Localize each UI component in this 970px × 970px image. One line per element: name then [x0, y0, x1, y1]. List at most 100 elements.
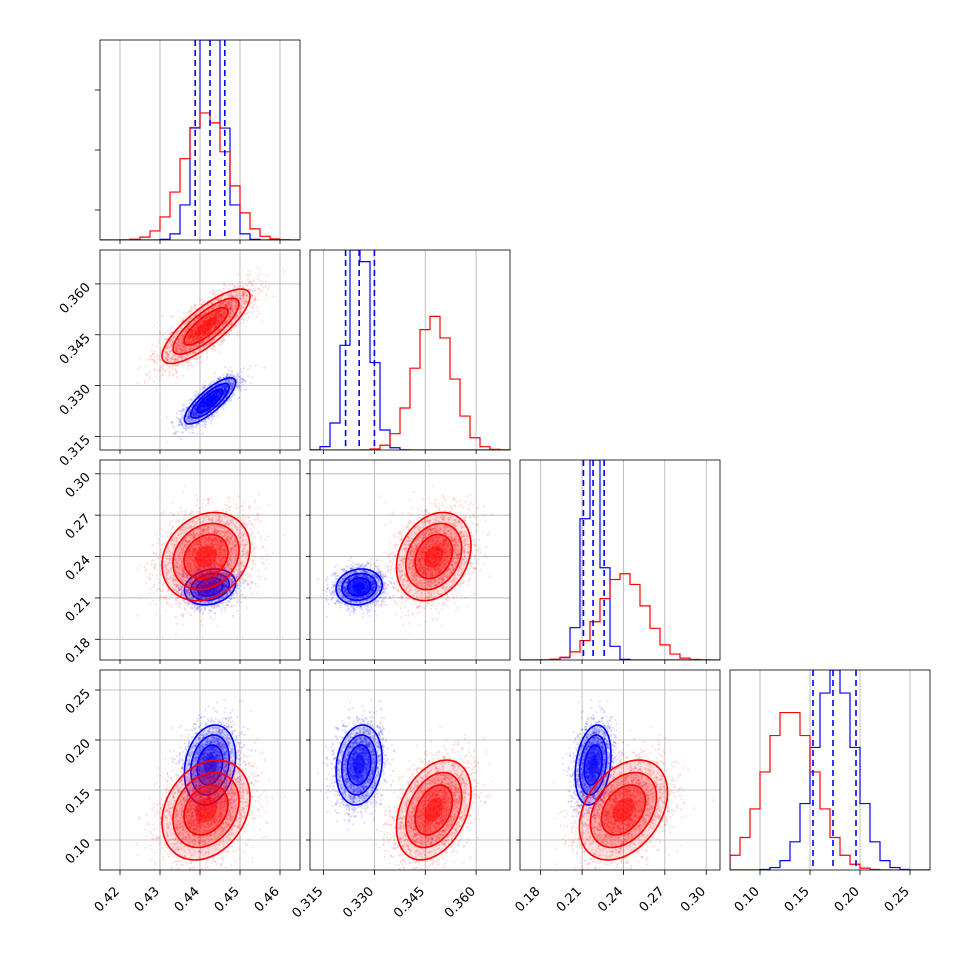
sample-point [211, 348, 214, 351]
sample-point [191, 424, 195, 427]
sample-point [173, 426, 176, 429]
sample-point [223, 386, 226, 389]
sample-point [187, 415, 190, 419]
sample-point [181, 431, 184, 434]
sample-point [222, 287, 225, 290]
sample-point [223, 393, 226, 396]
sample-point [195, 414, 199, 417]
sample-point [201, 403, 205, 406]
sample-point [210, 398, 213, 401]
sample-point [205, 405, 208, 408]
sample-point [157, 358, 160, 361]
sample-point [177, 423, 181, 426]
sample-point [197, 422, 200, 425]
sample-point [252, 303, 256, 306]
sample-point [216, 391, 219, 394]
sample-point [182, 408, 185, 411]
histogram-series-1-param-2 [520, 573, 720, 660]
sample-point [194, 411, 197, 414]
sample-point [202, 387, 205, 390]
sample-point [166, 337, 169, 340]
sample-point [191, 365, 194, 368]
sample-point [264, 285, 268, 288]
sample-point [203, 301, 206, 304]
sample-point [157, 356, 160, 359]
sample-point [209, 402, 212, 405]
sample-point [205, 401, 208, 404]
sample-point [225, 388, 228, 392]
sample-point [199, 409, 202, 412]
sample-point [225, 384, 228, 387]
sample-point [208, 401, 211, 404]
sample-point [218, 395, 221, 398]
sample-point [237, 381, 240, 384]
sample-point [217, 394, 220, 398]
sample-point [209, 395, 212, 398]
sample-point [217, 392, 221, 395]
sample-point [179, 438, 183, 441]
sample-point [200, 408, 203, 411]
sample-point [192, 415, 195, 418]
sample-point [213, 398, 216, 402]
sample-point [199, 404, 202, 407]
sample-point [203, 407, 206, 410]
sample-point [188, 414, 191, 417]
sample-point [216, 386, 219, 389]
sample-point [208, 396, 211, 399]
sample-point [168, 373, 171, 376]
sample-point [213, 400, 216, 403]
sample-point [176, 375, 179, 378]
sample-point [224, 389, 227, 392]
sample-point [215, 396, 219, 399]
sample-point [208, 395, 211, 399]
sample-point [188, 359, 191, 362]
sample-point [219, 376, 222, 379]
sample-point [236, 381, 239, 384]
sample-point [200, 388, 203, 391]
sample-point [144, 379, 147, 382]
sample-point [242, 285, 245, 288]
sample-point [190, 426, 193, 429]
sample-point [209, 296, 213, 299]
sample-point [226, 400, 229, 403]
sample-point [202, 403, 205, 406]
sample-point [215, 395, 218, 398]
sample-point [209, 403, 212, 406]
sample-point [210, 396, 213, 399]
sample-point [206, 402, 209, 405]
sample-point [185, 426, 189, 429]
sample-point [217, 390, 220, 393]
sample-point [174, 369, 178, 372]
sample-point [202, 402, 205, 405]
sample-point [201, 420, 204, 423]
sample-point [229, 373, 232, 376]
sample-point [217, 386, 220, 389]
sample-point [231, 386, 234, 389]
sample-point [256, 274, 259, 278]
sample-point [204, 423, 207, 426]
sample-point [216, 391, 219, 394]
sample-point [179, 420, 182, 423]
sample-point [266, 288, 269, 291]
sample-point [153, 360, 156, 363]
sample-point [214, 391, 217, 394]
sample-point [247, 269, 250, 272]
sample-point [222, 384, 226, 387]
sample-point [219, 290, 222, 293]
sample-point [216, 392, 219, 395]
sample-point [210, 398, 213, 401]
sample-point [210, 399, 213, 402]
sample-point [186, 414, 189, 417]
sample-point [177, 409, 180, 412]
sample-point [211, 398, 214, 401]
sample-point [206, 403, 209, 406]
sample-point [187, 368, 190, 371]
sample-point [200, 409, 203, 412]
sample-point [209, 395, 213, 398]
sample-point [225, 389, 228, 392]
sample-point [225, 384, 228, 387]
sample-point [214, 392, 217, 395]
sample-point [213, 397, 216, 400]
sample-point [210, 397, 213, 400]
sample-point [261, 320, 264, 323]
